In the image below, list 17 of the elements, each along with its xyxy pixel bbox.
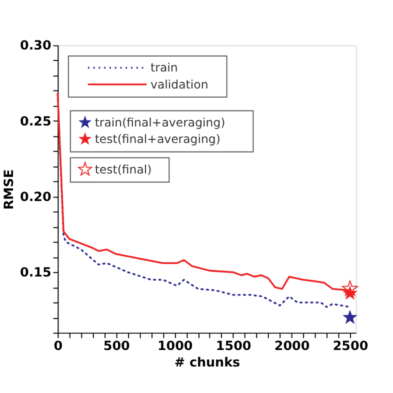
x-tick-label: 500: [103, 338, 130, 353]
y-tick-label: 0.20: [20, 188, 52, 204]
x-tick-label: 2500: [332, 338, 368, 353]
y-tick-label: 0.15: [20, 264, 52, 280]
legend-label: test(final+averaging): [94, 132, 220, 146]
x-tick-label: 1500: [216, 338, 252, 353]
x-tick-label: 0: [54, 338, 63, 353]
x-tick-label: 2000: [274, 338, 310, 353]
legend-label: train(final+averaging): [94, 115, 226, 130]
y-axis-title: RMSE: [1, 169, 16, 210]
legend-label: train: [150, 60, 178, 75]
legend-label: validation: [150, 77, 208, 92]
x-tick-label: 1000: [157, 338, 193, 353]
legend-label: test(final): [94, 162, 152, 176]
y-tick-label: 0.25: [20, 113, 52, 128]
x-axis-title: # chunks: [174, 354, 240, 370]
y-tick-label: 0.30: [20, 38, 52, 53]
